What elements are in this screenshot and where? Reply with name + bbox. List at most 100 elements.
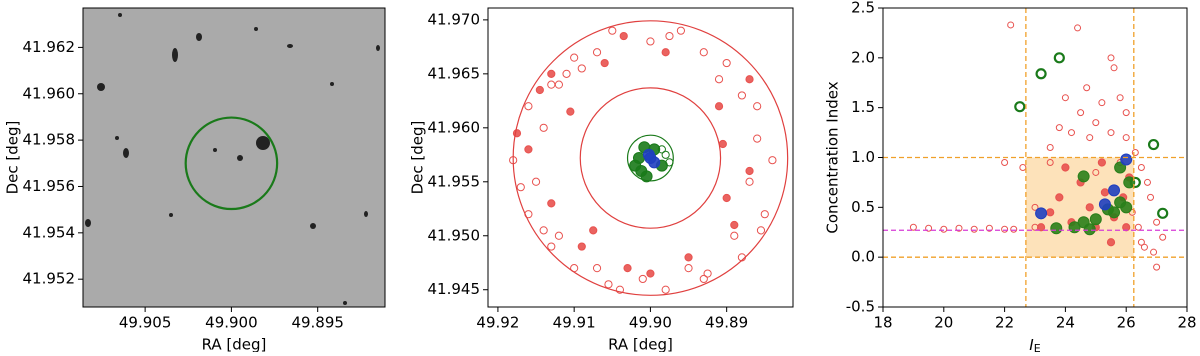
point [1107,54,1115,62]
point [1100,188,1110,197]
y-tick-label: -0.5 [846,298,875,316]
point [722,193,731,203]
point [1053,52,1065,64]
y-axis-label: Dec [deg] [4,121,22,195]
point [1150,248,1158,256]
point [531,177,541,186]
point [642,148,655,161]
x-label-sub: E [1034,342,1041,352]
point [1046,208,1055,217]
point [940,225,948,233]
y-tick-label: 41.954 [23,223,76,241]
point [554,80,564,89]
point [1089,213,1102,226]
y-tick-label: 41.958 [23,131,76,149]
point [577,64,586,73]
point [661,285,670,294]
y-tick-label: 2.0 [851,48,875,66]
point [1143,178,1151,186]
point [661,150,670,159]
y-tick-label: 1.0 [851,148,875,166]
point [745,166,754,176]
y-tick-label: 41.970 [428,10,481,28]
x-tick-label: 49.92 [476,314,519,332]
point [635,164,648,177]
point [1137,163,1145,171]
point [604,280,613,289]
point [1085,203,1094,212]
point [1122,109,1130,117]
point [1092,119,1100,127]
point [539,123,548,132]
point [1098,99,1106,107]
aperture-circle [579,87,722,229]
point [1086,134,1094,142]
x-label-main: I [1029,336,1034,353]
point [1035,207,1048,220]
point [566,107,575,116]
y-tick-label: 0.5 [851,198,875,216]
point [1001,225,1009,233]
point [1122,134,1130,142]
point [1134,223,1142,231]
point [1007,21,1015,29]
point [638,274,647,284]
point [1120,201,1133,214]
point [1157,207,1169,219]
aperture-circle [626,134,674,182]
x-tick-label: 49.89 [705,314,748,332]
point [1074,24,1082,32]
y-tick-label: 1.5 [851,98,875,116]
point [1131,149,1139,157]
point [714,102,724,111]
point [970,225,978,233]
x-tick-label: 49.91 [553,314,596,332]
point [619,31,628,41]
point [1083,223,1096,236]
point [730,220,739,230]
y-axis-label: Concentration Index [824,81,842,233]
aperture-circle [184,116,279,211]
point [768,156,777,165]
point [1153,218,1161,226]
point [615,285,625,294]
point [1061,163,1070,172]
y-axis-label: Dec [deg] [409,121,427,195]
point [1061,94,1069,102]
point [1031,203,1039,211]
point [760,210,769,219]
point [714,75,724,84]
point [1092,168,1100,176]
point [661,48,670,57]
point [547,199,556,208]
point [592,264,602,273]
point [524,145,533,154]
x-tick-label: 24 [1056,314,1075,332]
plot-frame [487,7,794,308]
x-axis-label: RA [deg] [608,336,673,353]
y-tick-label: 41.950 [428,226,481,244]
point [1046,144,1054,152]
point [1083,84,1091,92]
panel: 18 20 22 24 26 28 -0.5 0.0 0.5 1.0 1.5 2.0 2.5 IE Conc… [824,0,1197,355]
y-tick-label: 2.5 [851,0,875,17]
point [657,145,666,154]
point [1106,238,1116,247]
x-tick-label: 49.905 [119,314,172,332]
y-tick-label: 41.960 [428,118,481,136]
point [1098,198,1111,211]
point [589,226,598,235]
y-tick-label: 41.962 [23,38,76,56]
point [1010,225,1018,233]
point [1147,193,1155,201]
point [516,183,525,192]
point [535,85,544,95]
y-tick-label: 41.960 [23,84,76,102]
aperture-circle [512,20,789,296]
point [1077,109,1085,117]
y-tick-label: 41.952 [23,270,76,288]
point [1116,94,1124,102]
point [547,69,556,78]
point [699,274,708,284]
